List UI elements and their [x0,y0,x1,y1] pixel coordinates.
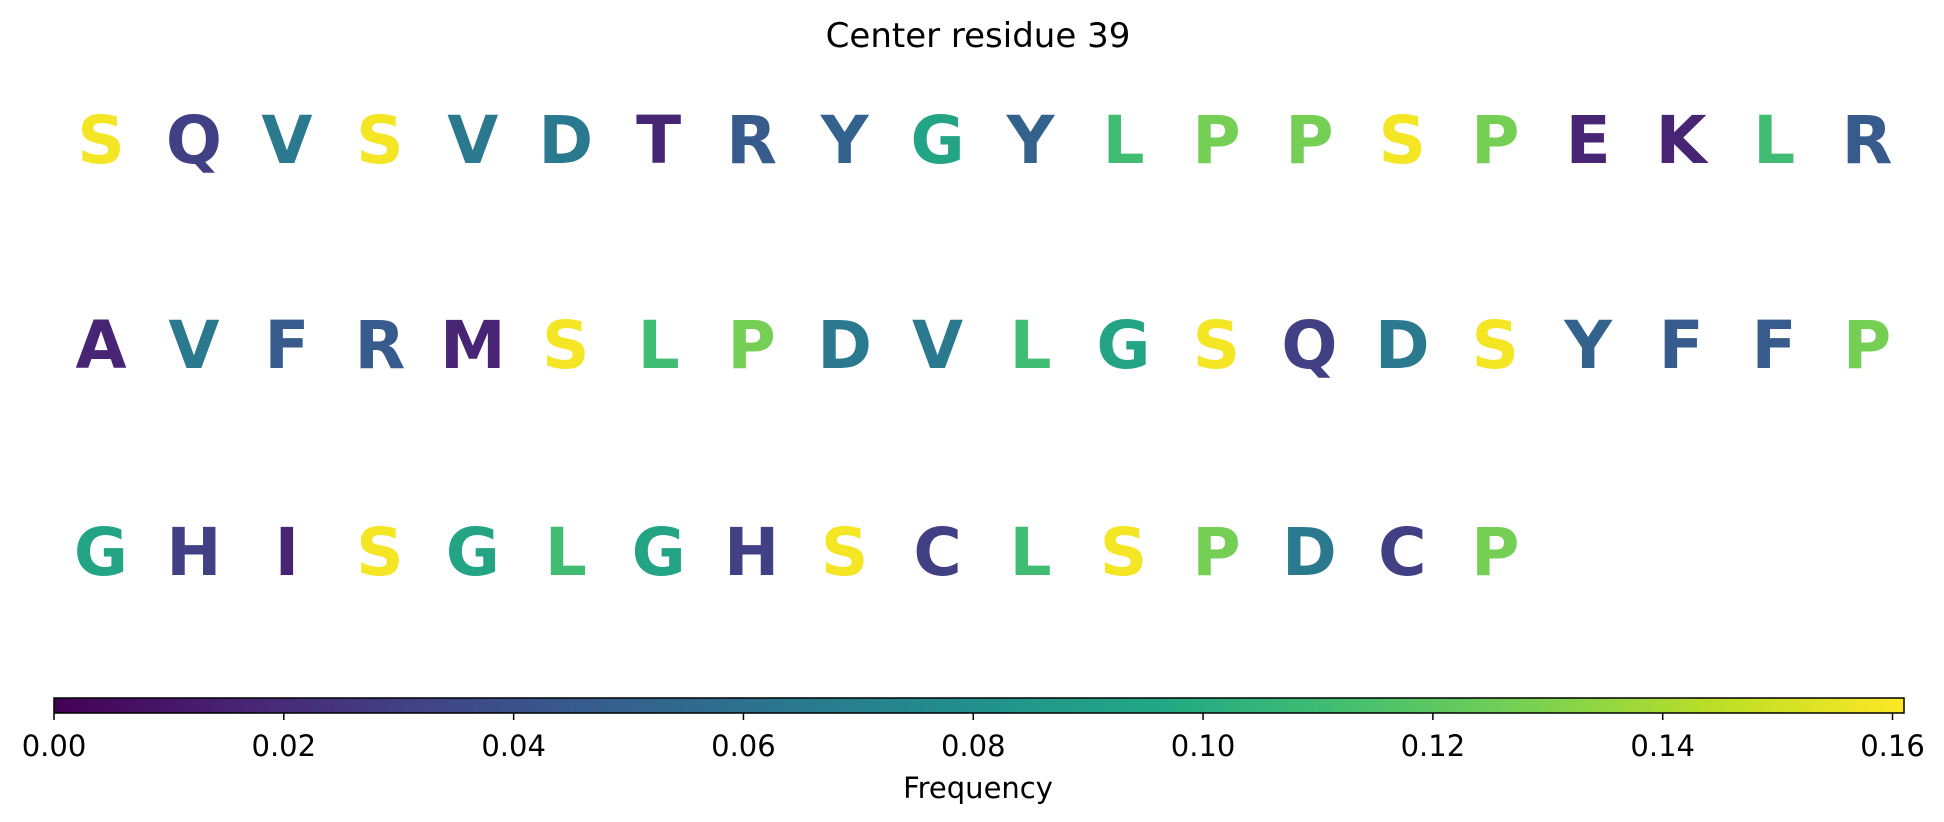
residue-letter: P [727,307,775,384]
residue-letter: C [913,514,961,591]
residue-letter: H [724,514,779,591]
residue-letter: P [1471,102,1519,179]
residue-letter: V [912,307,963,384]
residue-letter: D [1375,307,1430,384]
colorbar-ticks: 0.00 0.02 0.04 0.06 0.08 0.10 0.12 0.14 0.16 [22,713,1925,763]
residue-letter: P [1471,514,1519,591]
residue-letter: M [440,307,506,384]
residue-letter: F [264,307,309,384]
residue-letter: S [542,307,590,384]
residue-grid: S Q V S V D T R Y G Y L P P S P E K L RA V F R M S L P D V L G S Q D S Y F F P… [74,102,1893,591]
residue-letter: C [1378,514,1426,591]
colorbar-tick-label: 0.10 [1171,729,1236,763]
residue-letter: G [1096,307,1150,384]
residue-letter: G [911,102,965,179]
residue-letter: A [75,307,126,384]
residue-letter: L [545,514,587,591]
residue-letter: R [1842,102,1893,179]
colorbar-tick-label: 0.02 [252,729,317,763]
residue-letter: Y [1563,307,1613,384]
residue-letter: P [1843,307,1891,384]
residue-letter: L [1102,102,1144,179]
residue-letter: D [1282,514,1337,591]
residue-letter: Y [1006,102,1056,179]
colorbar-tick-label: 0.04 [481,729,546,763]
residue-letter: H [166,514,221,591]
residue-letter: P [1192,102,1240,179]
residue-letter: S [1472,307,1520,384]
residue-letter: V [261,102,312,179]
residue-letter: L [1753,102,1795,179]
residue-letter: P [1285,102,1333,179]
colorbar-tick-label: 0.00 [22,729,87,763]
residue-letter: L [1009,514,1051,591]
colorbar-tick-label: 0.12 [1401,729,1466,763]
residue-letter: D [538,102,593,179]
residue-letter: R [726,102,777,179]
residue-letter: R [354,307,405,384]
residue-letter: G [632,514,686,591]
colorbar-gradient [53,697,1905,714]
residue-letter: Q [1281,307,1337,384]
residue-letter: S [356,514,404,591]
residue-letter: G [74,514,128,591]
residue-letter: D [817,307,872,384]
residue-letter: L [638,307,680,384]
colorbar-tick-label: 0.16 [1860,729,1925,763]
residue-letter: P [1192,514,1240,591]
residue-letter: S [1100,514,1148,591]
residue-letter: Q [166,102,222,179]
colorbar: 0.00 0.02 0.04 0.06 0.08 0.10 0.12 0.14 0.16 Fre… [22,697,1925,805]
residue-letter: L [1009,307,1051,384]
colorbar-tick-label: 0.06 [711,729,776,763]
residue-letter: I [275,514,300,591]
colorbar-tick-label: 0.08 [941,729,1006,763]
residue-letter: S [77,102,125,179]
residue-letter: S [356,102,404,179]
colorbar-tick-label: 0.14 [1630,729,1695,763]
residue-letter: V [447,102,498,179]
residue-letter: Y [820,102,870,179]
residue-letter: V [168,307,219,384]
residue-letter: S [821,514,869,591]
residue-letter: F [1659,307,1704,384]
residue-letter: E [1566,102,1611,179]
residue-letter: T [636,102,681,179]
chart-title: Center residue 39 [826,16,1131,56]
residue-letter: G [446,514,500,591]
residue-letter: S [1379,102,1427,179]
residue-letter: F [1752,307,1797,384]
residue-letter: K [1656,102,1710,179]
colorbar-label: Frequency [903,771,1053,805]
residue-letter: S [1193,307,1241,384]
